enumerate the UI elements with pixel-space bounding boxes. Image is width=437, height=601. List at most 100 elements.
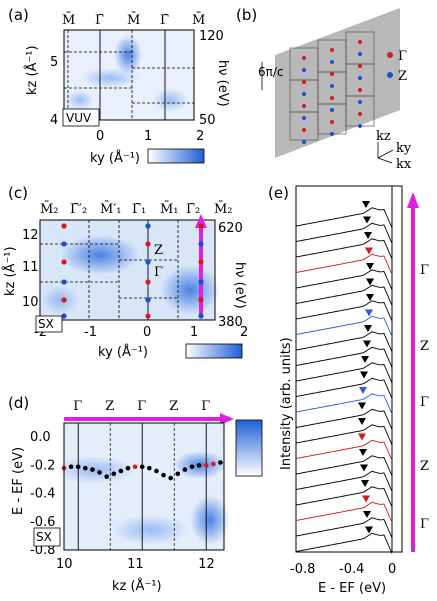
panel-a: (a) M̄ Γ̄ M̄ Γ̄ M̄ 5 4 kz (Å⁻¹) 120 50 hν (e… bbox=[8, 6, 230, 166]
panel-d-data-point bbox=[168, 475, 173, 481]
panel-d-yticks: 0.0 -0.2 -0.4 -0.6 -0.8 bbox=[30, 430, 55, 558]
z-point bbox=[330, 60, 334, 64]
panel-a-spot bbox=[114, 35, 142, 75]
panel-e-xtick: -0.8 bbox=[290, 562, 315, 577]
gamma-point bbox=[198, 259, 204, 265]
panel-e-spectrum bbox=[295, 501, 393, 523]
panel-b-legend-z-marker bbox=[387, 72, 393, 78]
panel-e-right-label: Γ bbox=[420, 395, 429, 410]
panel-d-data-point bbox=[189, 464, 195, 470]
z-point bbox=[330, 108, 334, 112]
panel-a-colorbar bbox=[147, 148, 205, 164]
panel-d-top-label: Γ bbox=[137, 399, 146, 414]
panel-d-data-point bbox=[97, 470, 102, 475]
panel-a-spot bbox=[80, 68, 140, 88]
panel-d-data-point bbox=[118, 468, 124, 474]
panel-e-right-label: Γ bbox=[420, 517, 429, 532]
panel-e-marker bbox=[363, 216, 371, 224]
panel-e-marker bbox=[365, 247, 373, 255]
panel-c-colorbar bbox=[185, 343, 243, 359]
panel-b-points bbox=[302, 40, 362, 144]
panel-e-frame bbox=[295, 185, 403, 553]
panel-e-spectrum bbox=[295, 222, 393, 244]
panel-e-marker bbox=[359, 449, 367, 456]
panel-c-top-label: Γ̄′₂ bbox=[70, 202, 87, 217]
z-point bbox=[358, 100, 362, 104]
panel-a-label: (a) bbox=[8, 6, 29, 24]
panel-d-ylabel: E - EF (eV) bbox=[11, 447, 26, 515]
panel-d: (d) Γ Z Γ Z Γ 0.0 -0.2 -0.4 -0.6 -0.8 E - EF (eV… bbox=[8, 394, 263, 594]
panel-c-rtick: 380 bbox=[218, 315, 243, 330]
gamma-point bbox=[358, 112, 362, 116]
gamma-point bbox=[330, 120, 334, 124]
panel-d-top-label: Γ bbox=[201, 399, 210, 414]
panel-c-ytick: 12 bbox=[22, 228, 39, 243]
panel-a-top-label: M̄ bbox=[192, 12, 205, 28]
gamma-point bbox=[302, 128, 306, 132]
z-point bbox=[358, 124, 362, 128]
panel-a-tag-box bbox=[62, 108, 100, 127]
gamma-point bbox=[330, 96, 334, 100]
panel-c-xtick: 0 bbox=[143, 325, 151, 340]
gamma-point bbox=[145, 279, 151, 285]
panel-c: (c) M̄₂ Γ̄′₂ M̄′₁ Γ̄₁ M̄₁ Γ̄₂ M̄₂ Z Γ 12 11 10… bbox=[2, 184, 248, 360]
z-point bbox=[302, 92, 306, 96]
panel-c-rtick: 620 bbox=[218, 221, 243, 236]
panel-e-marker bbox=[364, 325, 372, 332]
panel-a-frame bbox=[63, 29, 195, 121]
panel-e-marker bbox=[366, 263, 374, 270]
panel-e-spectrum bbox=[295, 238, 393, 260]
panel-c-tag: SX bbox=[38, 317, 54, 331]
panel-d-spot bbox=[55, 456, 135, 484]
panel-b-axes bbox=[377, 142, 394, 164]
panel-e-marker bbox=[365, 309, 373, 317]
panel-b-axis-ky: ky bbox=[396, 141, 412, 156]
z-point bbox=[358, 52, 362, 56]
panel-d-colorbar bbox=[235, 419, 263, 477]
panel-c-tag-box bbox=[35, 315, 63, 333]
panel-d-xtick: 12 bbox=[198, 557, 215, 572]
gamma-point bbox=[330, 48, 334, 52]
panel-a-ytick: 4 bbox=[50, 113, 58, 128]
panel-d-spot bbox=[110, 515, 190, 545]
panel-d-ytick: -0.2 bbox=[30, 458, 55, 473]
panel-e-right-label: Γ bbox=[420, 263, 429, 278]
panel-d-data-point bbox=[75, 464, 81, 470]
panel-a-spot bbox=[66, 90, 94, 110]
panel-e-spectrum bbox=[295, 393, 393, 415]
panel-c-top-label: Γ̄₁ bbox=[132, 202, 146, 217]
panel-e-spectrum bbox=[295, 331, 393, 353]
panel-c-rlabel: hν (eV) bbox=[232, 262, 247, 309]
panel-d-data-point bbox=[125, 465, 131, 471]
panel-d-xtick: 10 bbox=[56, 557, 73, 572]
z-point bbox=[198, 313, 204, 319]
panel-a-rtick: 50 bbox=[199, 113, 216, 128]
panel-e-marker bbox=[360, 371, 368, 379]
panel-e-marker bbox=[363, 511, 371, 518]
panel-e-marker bbox=[362, 201, 370, 208]
panel-e-spectrum bbox=[295, 362, 393, 384]
panel-e-right-label: Z bbox=[420, 459, 429, 474]
panel-d-data-point bbox=[182, 467, 188, 472]
panel-e-marker bbox=[362, 495, 370, 503]
panel-e-marker bbox=[363, 340, 371, 348]
z-point bbox=[61, 313, 67, 319]
panel-d-ytick: -0.4 bbox=[30, 487, 55, 502]
panel-c-spot bbox=[160, 265, 220, 315]
panel-e-xtick: 0 bbox=[388, 562, 396, 577]
panel-c-label: (c) bbox=[8, 184, 28, 202]
panel-e-spectrum bbox=[295, 284, 393, 306]
z-point bbox=[302, 116, 306, 120]
panel-e-spectrum bbox=[295, 455, 393, 477]
panel-e-right-label: Z bbox=[420, 339, 429, 354]
panel-e-marker bbox=[360, 464, 368, 472]
panel-d-data-point bbox=[104, 474, 109, 479]
panel-c-xlabel: ky (Å⁻¹) bbox=[98, 344, 148, 360]
panel-d-xlabel: kz (Å⁻¹) bbox=[112, 578, 162, 594]
panel-d-data-point bbox=[203, 463, 209, 468]
panel-e-ylabel: Intensity (arb. units) bbox=[279, 337, 294, 470]
panel-b-label: (b) bbox=[236, 6, 257, 24]
panel-c-top-label: M̄₂ bbox=[40, 201, 59, 217]
panel-d-data-point bbox=[154, 468, 159, 474]
